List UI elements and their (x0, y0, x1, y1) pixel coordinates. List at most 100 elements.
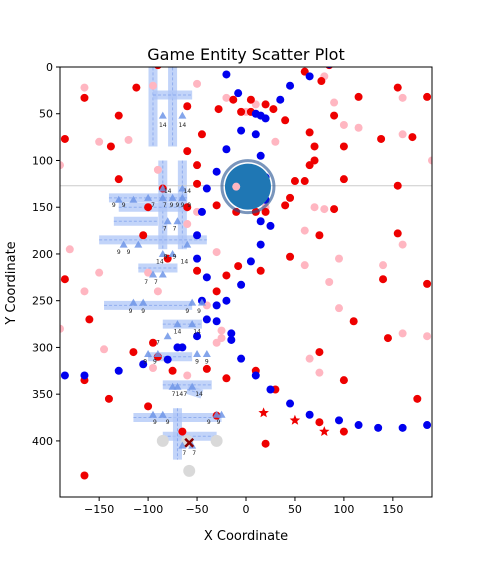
pink-dot (144, 268, 153, 277)
blue-dot (212, 167, 221, 176)
blue-dot (202, 315, 211, 324)
blue-dot (197, 207, 206, 216)
blue-dot (286, 81, 295, 90)
red-dot (310, 142, 319, 151)
red-dot (339, 142, 348, 151)
y-axis-label: Y Coordinate (4, 241, 19, 325)
blue-dot (114, 366, 123, 375)
wall-edge (187, 389, 203, 395)
red-dot (183, 102, 192, 111)
y-tick-label: 300 (32, 341, 53, 354)
y-tick-label: 200 (32, 248, 53, 261)
red-dot (261, 100, 270, 109)
marker-triangle (202, 349, 211, 357)
red-dot (178, 427, 187, 436)
marker-triangle (163, 332, 172, 340)
blue-dot (261, 114, 270, 123)
pink-dot (149, 364, 157, 372)
blue-dot (251, 371, 260, 380)
blue-dot (246, 257, 255, 266)
marker-label: 9 (143, 358, 147, 365)
blue-dot (193, 231, 202, 240)
blue-dot (173, 343, 182, 352)
marker-triangle (149, 270, 157, 278)
big-entity-halo (220, 159, 276, 215)
red-dot (144, 203, 153, 212)
marker-label: 9 (170, 202, 174, 209)
marker-triangle (188, 298, 197, 306)
blue-dot (374, 423, 383, 432)
red-dot (423, 279, 432, 288)
marker-label: 7 (151, 202, 155, 209)
marker-triangle (173, 217, 182, 225)
big-entity (224, 163, 271, 210)
axes: −150 −100 −50 0 50 100 150 0 50 100 150 200 250 300 35… (32, 61, 433, 516)
blue-dot (398, 423, 407, 432)
marker-label: 7 (163, 226, 167, 233)
red-dot (261, 439, 270, 448)
marker-label: 14 (159, 122, 167, 129)
blue-dot (305, 72, 314, 81)
red-dot (149, 338, 157, 347)
red-dot (114, 175, 123, 184)
pink-dot (423, 332, 432, 341)
pink-dot (60, 324, 64, 333)
pink-dot (80, 83, 89, 92)
red-dot (413, 394, 422, 403)
marker-label: 9 (122, 202, 126, 209)
red-dot (286, 193, 295, 202)
blue-dot (423, 421, 432, 430)
red-dot (339, 175, 348, 184)
y-tick-label: 100 (32, 154, 53, 167)
blue-dot (256, 151, 265, 160)
y-tick-label: 0 (46, 61, 53, 74)
marker-triangle (158, 270, 167, 278)
red-dot (339, 376, 348, 385)
pink-dot (217, 326, 226, 335)
pink-dot (95, 268, 104, 277)
pink-dot (100, 345, 109, 354)
blue-dot (256, 217, 265, 226)
y-tick-label: 250 (32, 295, 53, 308)
red-dot (193, 161, 202, 170)
marker-triangle (158, 111, 167, 119)
red-dot (104, 394, 113, 403)
x-tick-label: −150 (84, 503, 114, 516)
pink-dot (124, 135, 133, 144)
pink-dot (80, 287, 89, 296)
red-dot (339, 427, 348, 436)
blue-dot (212, 301, 221, 310)
blue-dot (80, 371, 89, 380)
blue-dot (163, 355, 172, 364)
red-dot (315, 231, 324, 240)
red-star (258, 407, 269, 418)
marker-label: 9 (207, 419, 211, 426)
x-tick-label: 0 (243, 503, 250, 516)
blue-dot (256, 240, 265, 249)
pink-dot (300, 261, 309, 270)
marker-label: 14 (164, 188, 172, 195)
marker-triangle (173, 382, 182, 390)
blue-dot (227, 335, 236, 344)
red-dot (383, 334, 392, 343)
marker-triangle (188, 320, 197, 328)
grey-circle (183, 464, 196, 477)
blue-dot (212, 317, 221, 326)
marker-label: 7 (183, 391, 187, 398)
red-dot (193, 266, 202, 275)
red-dot (202, 364, 211, 373)
red-dot (290, 177, 299, 186)
marker-triangle (173, 320, 182, 328)
red-dot (106, 142, 115, 151)
red-dot (85, 315, 94, 324)
pink-dot (398, 240, 407, 249)
red-dot (281, 201, 290, 210)
pink-dot (335, 254, 343, 263)
red-dot (183, 147, 192, 156)
pink-dot (300, 226, 309, 235)
grey-circle (210, 434, 223, 447)
pink-dot (335, 304, 343, 313)
pink-dot (310, 203, 319, 212)
marker-label: 14 (179, 122, 187, 129)
